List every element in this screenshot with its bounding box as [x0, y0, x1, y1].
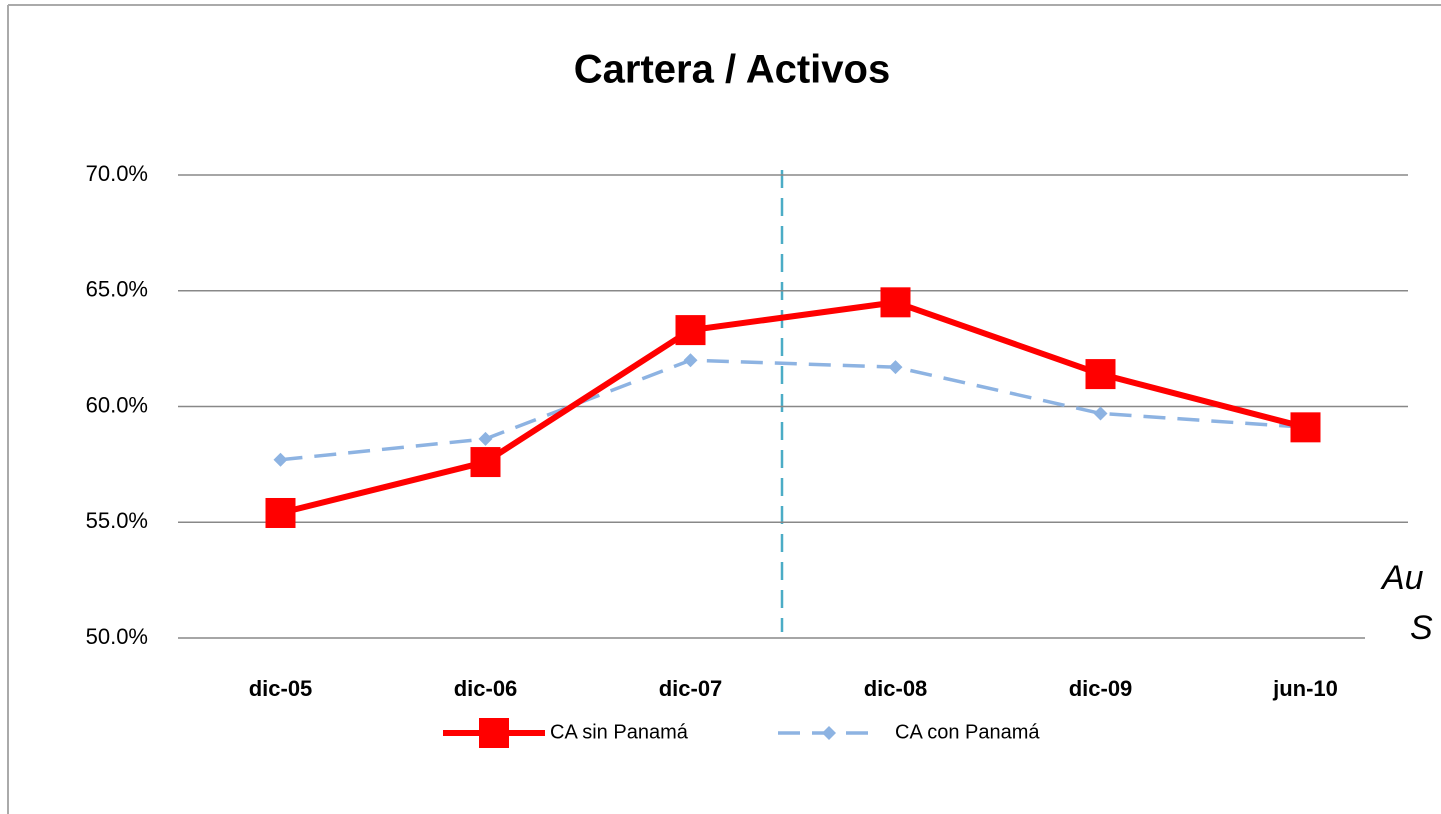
series-line: [280, 358, 1306, 462]
marker: [1085, 359, 1116, 390]
x-tick-label: dic-08: [864, 676, 928, 701]
y-tick-label: 70.0%: [86, 161, 148, 186]
y-tick-label: 65.0%: [86, 277, 148, 302]
marker: [478, 431, 493, 446]
marker: [675, 315, 706, 346]
x-tick-label: dic-09: [1069, 676, 1133, 701]
legend-marker: [822, 726, 836, 740]
annotation: S: [1410, 609, 1433, 647]
x-tick-label: dic-06: [454, 676, 518, 701]
x-tick-label: dic-05: [249, 676, 313, 701]
legend-label: CA sin Panamá: [550, 721, 689, 743]
marker: [1093, 406, 1108, 421]
marker: [683, 353, 698, 368]
y-tick-label: 60.0%: [86, 392, 148, 417]
legend-label: CA con Panamá: [895, 721, 1040, 743]
y-tick-label: 50.0%: [86, 624, 148, 649]
marker: [273, 452, 288, 467]
marker: [265, 497, 296, 528]
marker: [1290, 412, 1321, 443]
marker: [880, 287, 911, 318]
legend-marker: [479, 718, 509, 748]
x-tick-label: dic-07: [659, 676, 723, 701]
x-tick-label: jun-10: [1272, 676, 1338, 701]
chart-title: Cartera / Activos: [574, 48, 890, 92]
marker: [470, 447, 501, 478]
series-line: [279, 299, 1307, 516]
annotation: Au: [1380, 559, 1424, 597]
marker: [888, 360, 903, 375]
y-tick-label: 55.0%: [86, 508, 148, 533]
